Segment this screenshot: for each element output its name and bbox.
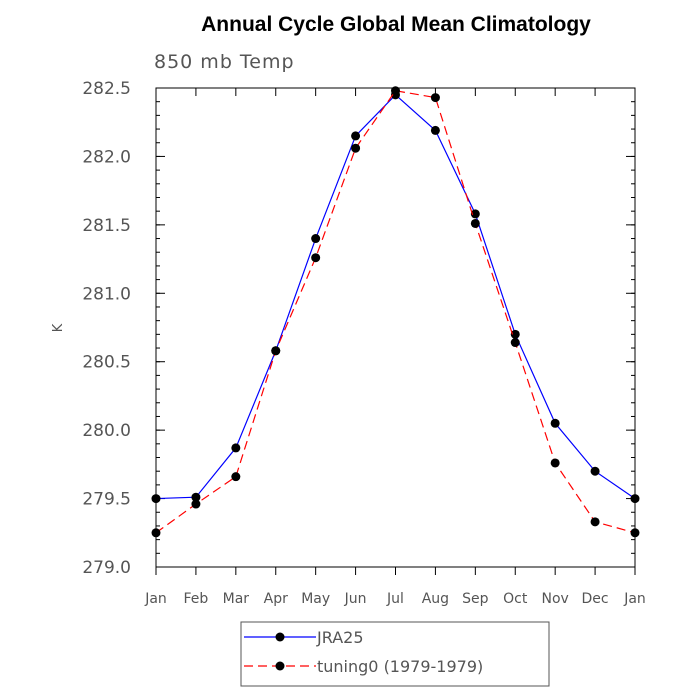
- x-tick-label: Aug: [422, 591, 449, 607]
- data-point: [191, 499, 201, 509]
- data-point: [550, 418, 560, 428]
- x-tick-label: Jan: [623, 591, 646, 607]
- series-line: [155, 94, 636, 500]
- data-point: [311, 253, 321, 263]
- data-point: [311, 234, 321, 244]
- data-point: [231, 472, 241, 482]
- x-tick-label: Feb: [184, 591, 209, 607]
- data-point: [510, 338, 520, 348]
- x-tick-label: Nov: [542, 591, 569, 607]
- chart-subtitle: 850 mb Temp: [154, 51, 295, 73]
- data-point: [550, 458, 560, 468]
- data-point: [151, 528, 161, 538]
- x-tick-label: Oct: [503, 591, 528, 607]
- legend-marker-tuning0: [275, 661, 285, 671]
- y-tick-label: 282.0: [82, 147, 131, 167]
- data-point: [151, 494, 161, 504]
- x-axis: Jan Feb Mar Apr May Jun Jul Aug Sep Oct Nov Dec Jan: [144, 88, 646, 607]
- series-jra25: [151, 90, 640, 504]
- x-tick-label: Jan: [144, 591, 167, 607]
- data-point: [630, 494, 640, 504]
- data-point: [271, 346, 281, 356]
- y-axis: 279.0 279.5 280.0 280.5 281.0 281.5 282.0 282.5: [82, 79, 635, 578]
- x-tick-label: May: [301, 591, 330, 607]
- x-tick-label: Jun: [344, 591, 367, 607]
- y-tick-label: 280.5: [82, 353, 131, 373]
- data-point: [430, 93, 440, 103]
- legend-label-tuning0: tuning0 (1979-1979): [317, 657, 483, 676]
- plot-frame: [155, 87, 636, 568]
- x-tick-label: Dec: [582, 591, 609, 607]
- legend: JRA25 tuning0 (1979-1979): [240, 621, 550, 687]
- legend-box: [240, 621, 550, 687]
- y-tick-label: 279.0: [82, 558, 131, 578]
- legend-marker-jra25: [275, 632, 285, 642]
- x-tick-label: Sep: [462, 591, 489, 607]
- data-point: [430, 125, 440, 135]
- data-point: [231, 443, 241, 453]
- data-point: [470, 218, 480, 228]
- y-tick-label: 282.5: [82, 79, 131, 99]
- data-point: [470, 209, 480, 219]
- data-point: [510, 329, 520, 339]
- y-tick-label: 281.0: [82, 284, 131, 304]
- y-tick-label: 281.5: [82, 216, 131, 236]
- series-layer: [151, 86, 640, 538]
- y-axis-label: K: [51, 323, 66, 332]
- data-point: [351, 143, 361, 153]
- data-point: [351, 131, 361, 141]
- data-point: [630, 528, 640, 538]
- data-point: [590, 517, 600, 527]
- chart-title: Annual Cycle Global Mean Climatology: [201, 13, 591, 36]
- x-tick-label: Jul: [386, 591, 404, 607]
- data-point: [590, 466, 600, 476]
- series-tuning0: [151, 86, 640, 538]
- series-line: [155, 90, 636, 534]
- y-tick-label: 280.0: [82, 421, 131, 441]
- y-tick-label: 279.5: [82, 490, 131, 510]
- x-tick-label: Mar: [223, 591, 250, 607]
- x-tick-label: Apr: [264, 591, 288, 607]
- data-point: [391, 86, 400, 96]
- plot-border: [155, 87, 636, 568]
- data-point: [191, 492, 201, 502]
- legend-label-jra25: JRA25: [316, 628, 364, 647]
